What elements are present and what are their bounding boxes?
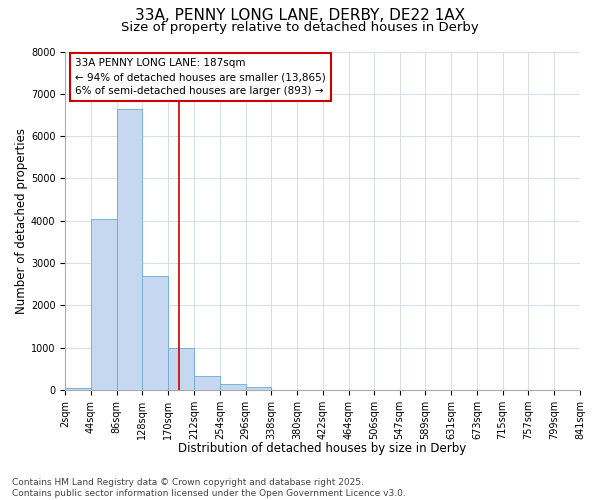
Text: Contains HM Land Registry data © Crown copyright and database right 2025.
Contai: Contains HM Land Registry data © Crown c… <box>12 478 406 498</box>
Bar <box>168 348 194 390</box>
Text: Size of property relative to detached houses in Derby: Size of property relative to detached ho… <box>121 21 479 34</box>
Y-axis label: Number of detached properties: Number of detached properties <box>15 128 28 314</box>
Bar <box>220 384 245 390</box>
Bar <box>116 108 142 390</box>
X-axis label: Distribution of detached houses by size in Derby: Distribution of detached houses by size … <box>178 442 467 455</box>
Bar <box>65 388 91 390</box>
Bar <box>142 276 168 390</box>
Bar <box>245 386 271 390</box>
Bar <box>194 376 220 390</box>
Text: 33A, PENNY LONG LANE, DERBY, DE22 1AX: 33A, PENNY LONG LANE, DERBY, DE22 1AX <box>135 8 465 22</box>
Text: 33A PENNY LONG LANE: 187sqm
← 94% of detached houses are smaller (13,865)
6% of : 33A PENNY LONG LANE: 187sqm ← 94% of det… <box>76 58 326 96</box>
Bar <box>91 218 116 390</box>
